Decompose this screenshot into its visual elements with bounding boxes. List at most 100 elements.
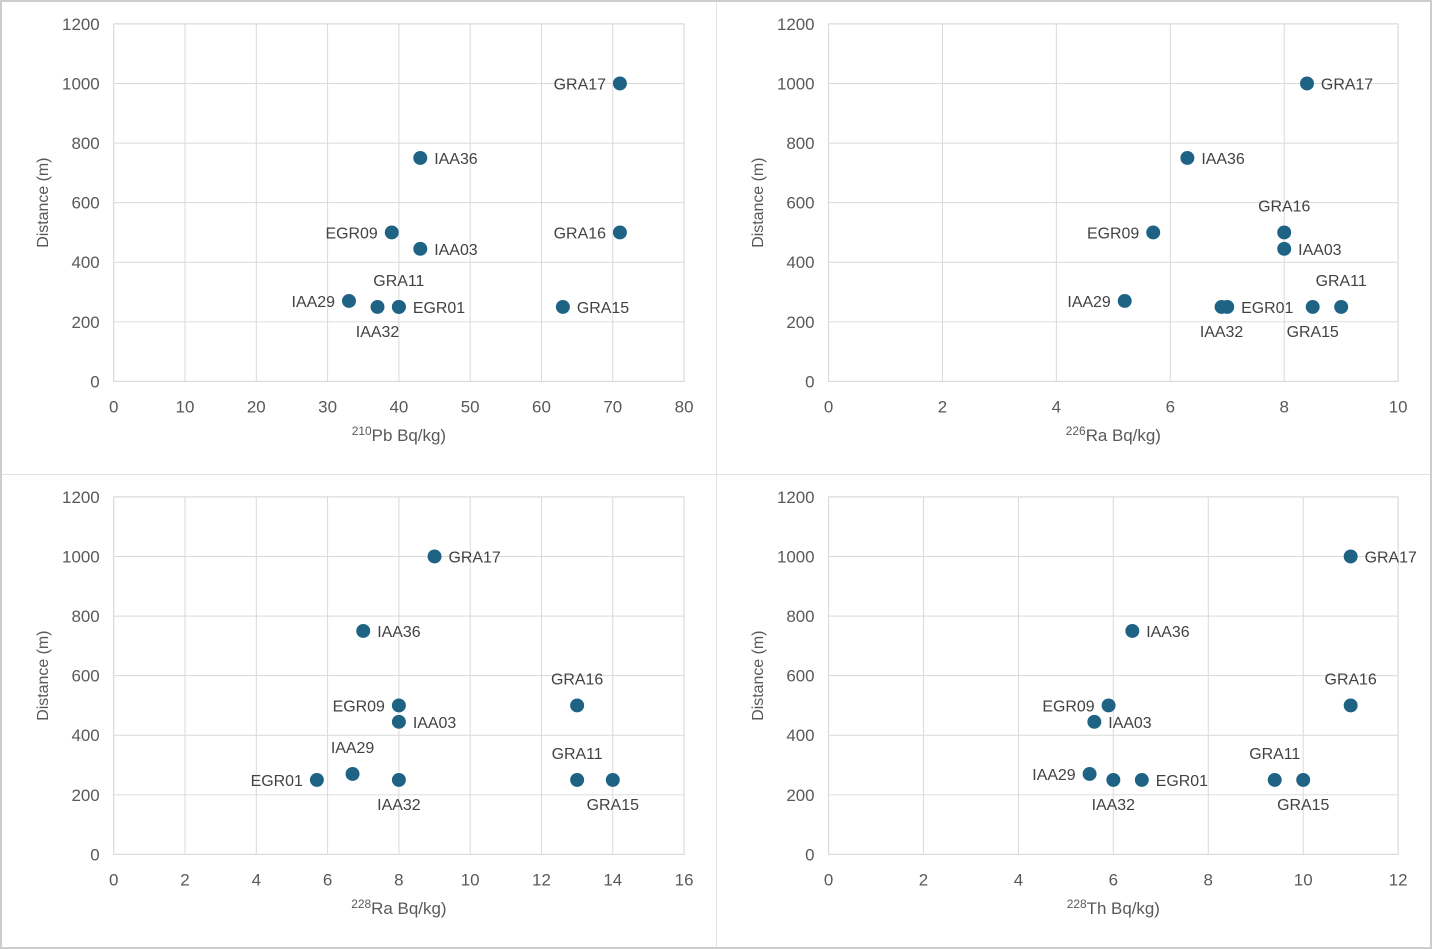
- y-tick-label: 600: [71, 667, 99, 686]
- x-tick-label: 80: [675, 397, 694, 416]
- chart-panel-pb210: 0 10 20 30 40 50 60 70 80 0 200 400 600 800 1000 1200 21…: [2, 2, 716, 474]
- x-tick-label: 12: [1389, 870, 1408, 889]
- data-point-GRA17: [427, 549, 442, 564]
- y-tick-label: 800: [786, 134, 814, 153]
- y-tick-label: 1200: [777, 15, 815, 34]
- data-point-EGR01: [309, 772, 324, 787]
- x-tick-label: 10: [176, 397, 195, 416]
- point-label-GRA17: GRA17: [554, 76, 606, 93]
- y-axis-title: Distance (m): [35, 158, 52, 248]
- point-label-GRA11: GRA11: [1316, 273, 1367, 290]
- y-tick-label: 400: [71, 253, 99, 272]
- chart-panel-th228: 0 2 4 6 8 10 12 0 200 400 600 800 1000 1200 228Th Bq/k…: [717, 475, 1430, 947]
- point-label-GRA16: GRA16: [551, 672, 603, 689]
- point-label-GRA16: GRA16: [1325, 672, 1377, 689]
- y-tick-label: 200: [71, 786, 99, 805]
- x-tick-label: 0: [824, 870, 833, 889]
- data-point-EGR09: [1146, 225, 1161, 240]
- point-label-IAA36: IAA36: [1201, 151, 1245, 168]
- plot-area-border: [113, 496, 685, 855]
- data-point-IAA36: [1180, 150, 1195, 165]
- x-axis-title-text: Pb Bq/kg): [372, 426, 446, 445]
- y-tick-label: 600: [786, 194, 814, 213]
- x-tick-label: 4: [1052, 397, 1061, 416]
- y-tick-label: 200: [71, 313, 99, 332]
- data-point-GRA16: [1343, 698, 1358, 713]
- data-point-IAA03: [391, 714, 406, 729]
- point-label-GRA17: GRA17: [1321, 76, 1373, 93]
- data-point-GRA15: [1305, 299, 1320, 314]
- point-label-GRA11: GRA11: [373, 273, 424, 290]
- y-tick-label: 0: [805, 845, 814, 864]
- data-point-GRA17: [612, 76, 627, 91]
- y-tick-label: 1200: [777, 488, 815, 507]
- data-point-IAA29: [345, 766, 360, 781]
- data-point-EGR09: [391, 698, 406, 713]
- x-tick-label: 40: [389, 397, 408, 416]
- point-label-IAA29: IAA29: [292, 294, 336, 311]
- y-tick-label: 800: [786, 607, 814, 626]
- data-point-GRA16: [1277, 225, 1292, 240]
- data-point-EGR09: [384, 225, 399, 240]
- y-tick-label: 600: [786, 667, 814, 686]
- x-tick-label: 2: [938, 397, 947, 416]
- data-point-GRA17: [1300, 76, 1314, 91]
- x-tick-label: 16: [675, 870, 694, 889]
- data-point-EGR09: [1101, 698, 1116, 713]
- data-point-GRA15: [1296, 772, 1311, 787]
- x-tick-label: 10: [1294, 870, 1313, 889]
- y-tick-label: 200: [786, 786, 814, 805]
- data-point-GRA15: [555, 299, 570, 314]
- x-tick-label: 10: [1389, 397, 1408, 416]
- point-label-GRA16: GRA16: [1258, 199, 1310, 216]
- point-label-IAA32: IAA32: [1092, 797, 1136, 814]
- data-point-IAA32: [391, 772, 406, 787]
- x-tick-label: 6: [1166, 397, 1175, 416]
- data-point-GRA17: [1343, 549, 1358, 564]
- x-tick-label: 2: [180, 870, 189, 889]
- y-tick-label: 200: [786, 313, 814, 332]
- chart-th228: 0 2 4 6 8 10 12 0 200 400 600 800 1000 1200 228Th Bq/k…: [750, 488, 1417, 918]
- data-point-IAA29: [1082, 766, 1097, 781]
- point-label-GRA15: GRA15: [577, 300, 629, 317]
- y-tick-label: 400: [786, 726, 814, 745]
- point-label-IAA32: IAA32: [356, 324, 400, 341]
- point-label-GRA11: GRA11: [1249, 746, 1300, 763]
- x-axis-title-superscript: 226: [1066, 424, 1086, 438]
- data-point-IAA36: [413, 150, 428, 165]
- point-label-GRA15: GRA15: [1277, 797, 1329, 814]
- data-point-IAA29: [1117, 293, 1132, 308]
- point-label-EGR01: EGR01: [1241, 300, 1293, 317]
- point-label-IAA32: IAA32: [1200, 324, 1244, 341]
- x-tick-label: 70: [603, 397, 622, 416]
- chart-ra226: 0 2 4 6 8 10 0 200 400 600 800 1000 1200 226Ra Bq/kg)…: [750, 15, 1408, 445]
- data-point-IAA03: [413, 241, 428, 256]
- x-axis-title: 228Ra Bq/kg): [351, 897, 446, 918]
- point-label-IAA03: IAA03: [413, 715, 457, 732]
- point-label-EGR01: EGR01: [413, 300, 465, 317]
- data-point-IAA32: [370, 299, 385, 314]
- y-tick-label: 400: [786, 253, 814, 272]
- point-label-EGR01: EGR01: [251, 773, 303, 790]
- plot-area-border: [828, 23, 1399, 382]
- y-tick-label: 1000: [62, 547, 100, 566]
- point-label-EGR09: EGR09: [1087, 225, 1139, 242]
- x-tick-label: 8: [394, 870, 403, 889]
- plot-area-border: [113, 23, 685, 382]
- point-label-IAA29: IAA29: [1032, 767, 1076, 784]
- x-axis-title: 226Ra Bq/kg): [1066, 424, 1161, 445]
- x-tick-label: 2: [919, 870, 928, 889]
- data-point-GRA15: [605, 772, 620, 787]
- x-tick-label: 6: [323, 870, 332, 889]
- x-axis-title-superscript: 210: [352, 424, 372, 438]
- x-tick-label: 6: [1109, 870, 1118, 889]
- chart-pb210: 0 10 20 30 40 50 60 70 8002004006008001000120021…: [35, 15, 694, 445]
- y-tick-label: 600: [71, 194, 99, 213]
- x-tick-label: 4: [252, 870, 261, 889]
- point-label-GRA17: GRA17: [1365, 549, 1417, 566]
- x-tick-label: 10: [461, 870, 480, 889]
- x-axis-title-text: Ra Bq/kg): [371, 899, 446, 918]
- y-tick-label: 0: [90, 372, 99, 391]
- x-tick-label: 50: [461, 397, 480, 416]
